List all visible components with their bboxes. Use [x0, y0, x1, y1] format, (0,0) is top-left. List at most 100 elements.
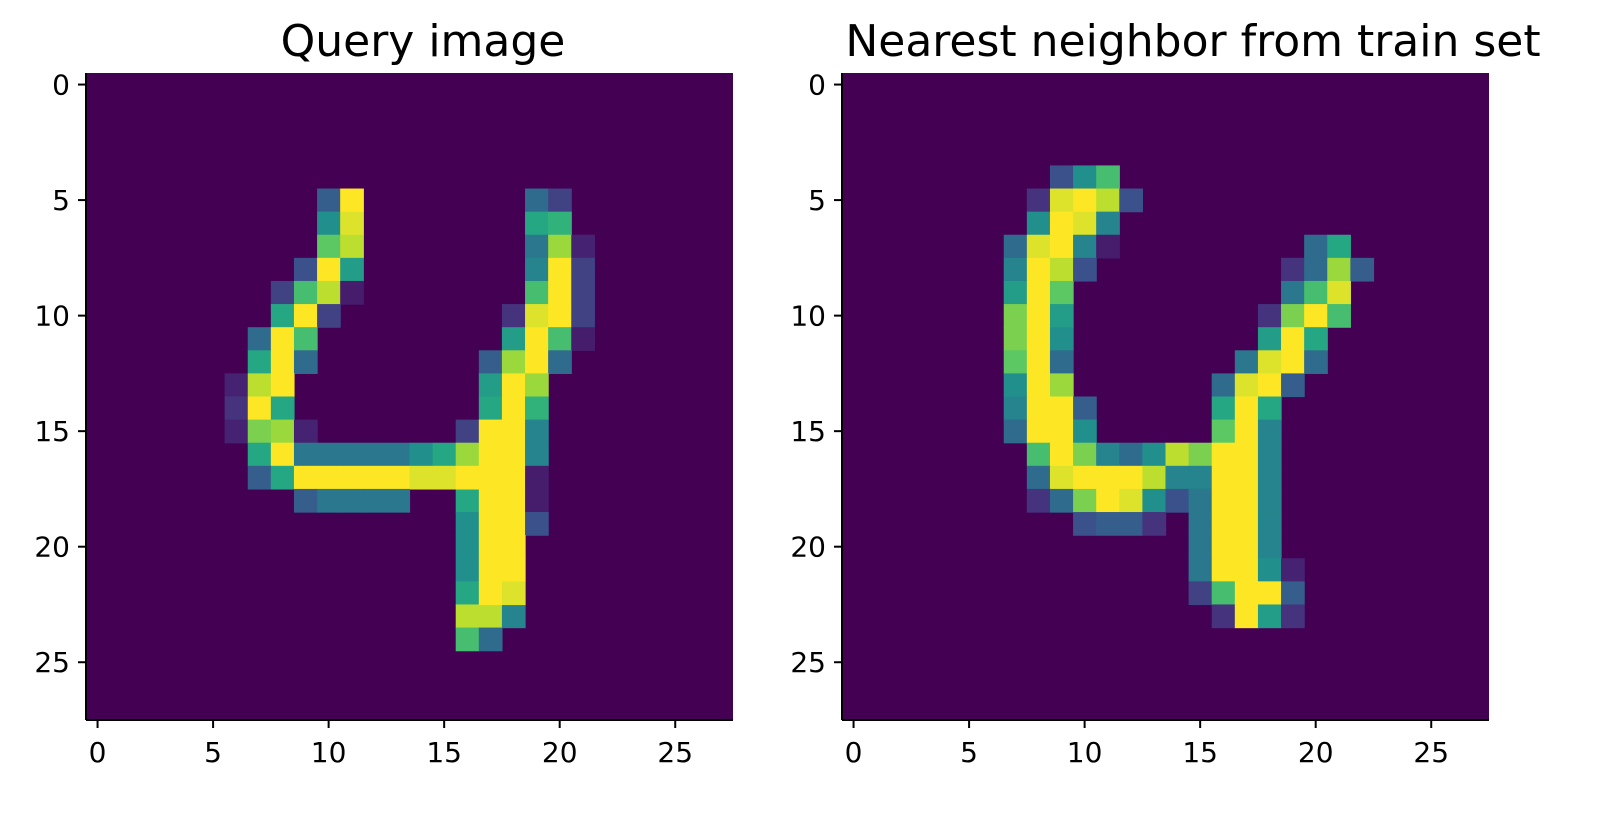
- heatmap-cell: [548, 234, 572, 259]
- heatmap-cell: [1026, 488, 1051, 513]
- heatmap-cell: [340, 465, 364, 490]
- heatmap-cell: [340, 442, 364, 467]
- heatmap-cell: [1304, 327, 1328, 351]
- heatmap-cell: [1257, 535, 1282, 559]
- heatmap-cell: [455, 419, 480, 444]
- heatmap-cell: [1073, 257, 1097, 282]
- heatmap-cell: [1026, 304, 1051, 328]
- heatmap-cell: [478, 627, 503, 652]
- heatmap-cell: [340, 488, 364, 513]
- heatmap-cell: [1096, 488, 1120, 513]
- heatmap-cell: [548, 211, 572, 236]
- heatmap-cell: [1234, 604, 1259, 629]
- heatmap-cell: [525, 396, 549, 421]
- y-tick-label: 10: [34, 300, 70, 333]
- heatmap-cell: [455, 535, 480, 559]
- heatmap-cell: [1073, 488, 1097, 513]
- heatmap-cell: [293, 257, 318, 282]
- heatmap-cell: [501, 373, 526, 398]
- heatmap-cell: [1257, 304, 1282, 328]
- heatmap-cell: [501, 488, 526, 513]
- heatmap-cell: [1257, 465, 1282, 490]
- heatmap-cell: [478, 419, 503, 444]
- y-tick-label: 0: [808, 69, 826, 102]
- heatmap-cell: [270, 327, 295, 351]
- y-tick-label: 5: [808, 184, 826, 217]
- heatmap-cell: [432, 465, 457, 490]
- heatmap-cell: [478, 604, 503, 629]
- heatmap-cell: [1073, 442, 1097, 467]
- heatmap-cell: [1003, 280, 1028, 305]
- heatmap-cell: [571, 304, 595, 328]
- heatmap-cell: [525, 465, 549, 490]
- heatmap-cell: [501, 581, 526, 606]
- heatmap-cell: [1188, 488, 1213, 513]
- heatmap-cell: [478, 488, 503, 513]
- heatmap-cell: [1257, 373, 1282, 398]
- heatmap-cell: [1304, 257, 1328, 282]
- heatmap-cell: [478, 512, 503, 536]
- heatmap-background: [86, 73, 733, 720]
- heatmap-cell: [1119, 442, 1143, 467]
- heatmap-cell: [548, 350, 572, 374]
- heatmap-cell: [571, 280, 595, 305]
- heatmap-cell: [1073, 396, 1097, 421]
- heatmap-cell: [317, 442, 341, 467]
- heatmap-cell: [270, 442, 295, 467]
- heatmap-cell: [1165, 442, 1190, 467]
- heatmap-cell: [501, 465, 526, 490]
- heatmap-cell: [1049, 396, 1074, 421]
- heatmap-cell: [1073, 211, 1097, 236]
- heatmap-cell: [1211, 581, 1236, 606]
- heatmap-cell: [1049, 373, 1074, 398]
- heatmap-cell: [1142, 512, 1167, 536]
- heatmap-cell: [432, 442, 457, 467]
- heatmap-cell: [1234, 350, 1259, 374]
- heatmap-cell: [247, 373, 272, 398]
- heatmap-cell: [1281, 581, 1305, 606]
- heatmap-cell: [501, 350, 526, 374]
- heatmap-cell: [386, 442, 411, 467]
- heatmap-cell: [1003, 327, 1028, 351]
- heatmap-cell: [525, 419, 549, 444]
- heatmap-cell: [1188, 465, 1213, 490]
- heatmap-cell: [340, 257, 364, 282]
- heatmap-cell: [1003, 373, 1028, 398]
- heatmap-cell: [1304, 280, 1328, 305]
- chart-title: Query image: [281, 16, 566, 67]
- heatmap-cell: [1142, 442, 1167, 467]
- heatmap-cell: [386, 488, 411, 513]
- heatmap-cell: [1234, 581, 1259, 606]
- heatmap-cell: [501, 604, 526, 629]
- heatmap-cell: [386, 465, 411, 490]
- heatmap-cell: [1096, 188, 1120, 213]
- heatmap-cell: [293, 465, 318, 490]
- heatmap-cell: [1257, 488, 1282, 513]
- heatmap-cell: [478, 535, 503, 559]
- heatmap-cell: [1096, 211, 1120, 236]
- heatmap-cell: [247, 350, 272, 374]
- heatmap-cell: [340, 234, 364, 259]
- y-tick-label: 20: [34, 531, 70, 564]
- y-tick-label: 25: [34, 646, 70, 679]
- heatmap-cell: [1257, 419, 1282, 444]
- heatmap-cell: [1119, 512, 1143, 536]
- heatmap-cell: [571, 257, 595, 282]
- heatmap-cell: [1119, 465, 1143, 490]
- heatmap-cell: [1096, 465, 1120, 490]
- heatmap-cell: [455, 558, 480, 582]
- y-tick-label: 10: [790, 300, 826, 333]
- axes: 0 5 10 15 20 25 0 5 10 15 20 25: [34, 69, 733, 769]
- heatmap-cell: [1096, 512, 1120, 536]
- heatmap-cell: [1049, 488, 1074, 513]
- heatmap-cell: [525, 280, 549, 305]
- heatmap-cell: [1281, 373, 1305, 398]
- heatmap-cell: [1165, 465, 1190, 490]
- heatmap-cells: [86, 73, 733, 720]
- x-tick-label: 20: [1298, 736, 1334, 769]
- y-tick-label: 0: [52, 69, 70, 102]
- heatmap-cell: [317, 234, 341, 259]
- heatmap-cell: [478, 373, 503, 398]
- heatmap-cell: [1049, 327, 1074, 351]
